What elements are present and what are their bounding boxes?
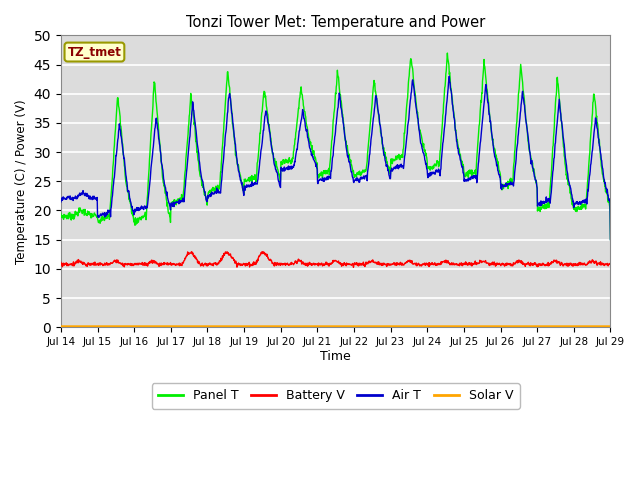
Text: TZ_tmet: TZ_tmet <box>67 46 122 59</box>
Title: Tonzi Tower Met: Temperature and Power: Tonzi Tower Met: Temperature and Power <box>186 15 485 30</box>
Y-axis label: Temperature (C) / Power (V): Temperature (C) / Power (V) <box>15 99 28 264</box>
Legend: Panel T, Battery V, Air T, Solar V: Panel T, Battery V, Air T, Solar V <box>152 383 520 408</box>
X-axis label: Time: Time <box>320 350 351 363</box>
